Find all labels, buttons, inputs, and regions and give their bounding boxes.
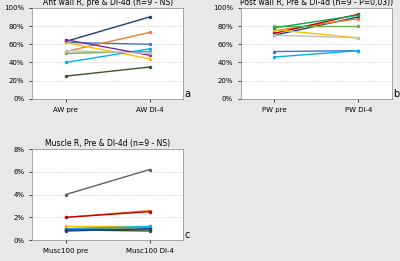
Title: Ant wall R, pre & DI-4d (n=9 - NS): Ant wall R, pre & DI-4d (n=9 - NS) <box>42 0 173 7</box>
Title: Post wall R, Pre & DI-4d (n=9 - P=0,03)): Post wall R, Pre & DI-4d (n=9 - P=0,03)) <box>240 0 393 7</box>
Text: a: a <box>185 89 191 99</box>
Text: b: b <box>394 89 400 99</box>
Title: Muscle R, Pre & DI-4d (n=9 - NS): Muscle R, Pre & DI-4d (n=9 - NS) <box>45 139 170 148</box>
Text: c: c <box>185 230 190 240</box>
